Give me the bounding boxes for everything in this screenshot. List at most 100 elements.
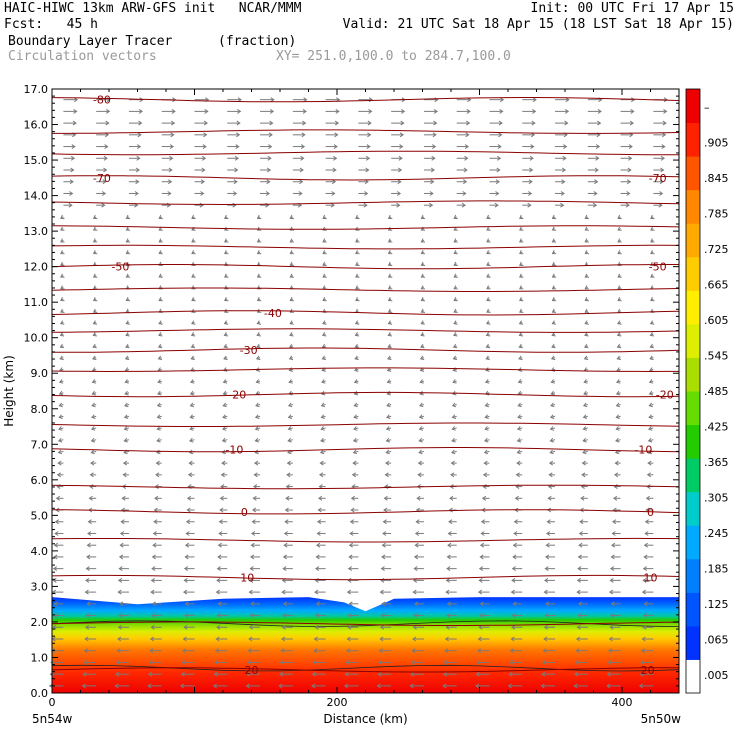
- circulation-vector: [642, 577, 654, 583]
- circulation-vector: [292, 120, 307, 126]
- circulation-vector: [158, 214, 163, 220]
- circulation-vector: [391, 167, 403, 173]
- y-tick-label: 4.0: [31, 545, 49, 558]
- temperature-contour: [51, 667, 679, 673]
- circulation-vector: [423, 155, 436, 161]
- circulation-vector: [120, 519, 129, 525]
- circulation-vector: [612, 495, 621, 501]
- circulation-vector: [549, 426, 556, 431]
- circulation-vector: [582, 449, 588, 455]
- circulation-vector: [616, 332, 622, 337]
- circulation-vector: [256, 214, 262, 220]
- circulation-vector: [314, 566, 326, 572]
- circulation-vector: [157, 355, 163, 361]
- x-tick-label: 400: [612, 696, 633, 709]
- circulation-vector: [417, 472, 424, 478]
- circulation-vector: [119, 601, 129, 607]
- circulation-vector: [581, 460, 588, 466]
- circulation-vector: [555, 120, 569, 126]
- colorbar-label: .905: [704, 136, 729, 149]
- circulation-vector: [253, 472, 261, 478]
- circulation-vector: [161, 108, 176, 114]
- circulation-vector: [314, 624, 326, 630]
- circulation-vector: [451, 402, 457, 408]
- circulation-vector: [254, 426, 261, 431]
- circulation-vector: [96, 108, 111, 114]
- circulation-vector: [249, 613, 261, 618]
- circulation-vector: [60, 226, 65, 231]
- circulation-vector: [387, 250, 393, 255]
- circulation-vector: [640, 648, 654, 654]
- circulation-vector: [489, 132, 503, 138]
- circulation-vector: [551, 285, 557, 290]
- circulation-vector: [452, 343, 458, 349]
- circulation-vector: [282, 613, 293, 618]
- x-left-endpoint-label: 5n54w: [32, 712, 73, 726]
- y-tick-label: 16.0: [24, 119, 49, 132]
- circulation-vector: [420, 285, 426, 290]
- circulation-vector: [53, 542, 64, 548]
- y-tick-label: 14.0: [24, 190, 49, 203]
- circulation-vector: [278, 671, 293, 677]
- circulation-vector: [117, 624, 129, 630]
- circulation-vector: [644, 531, 654, 536]
- circulation-vector: [118, 554, 129, 560]
- circulation-vector: [216, 577, 228, 583]
- circulation-vector: [456, 144, 470, 150]
- temperature-contour: [51, 310, 680, 316]
- circulation-vector: [122, 460, 129, 466]
- circulation-vector: [58, 414, 64, 419]
- circulation-vector: [551, 343, 556, 349]
- circulation-vector: [610, 542, 621, 548]
- circulation-vector: [379, 624, 392, 630]
- tracer-contour: [51, 664, 680, 672]
- circulation-vector: [147, 683, 162, 689]
- circulation-vector: [484, 402, 490, 408]
- circulation-vector: [320, 426, 326, 431]
- circulation-vector: [509, 659, 523, 665]
- circulation-vector: [640, 659, 654, 665]
- circulation-vector: [507, 683, 523, 689]
- circulation-vector: [385, 437, 392, 443]
- circulation-vector: [642, 624, 654, 630]
- circulation-vector: [446, 613, 457, 618]
- colorbar-label: .065: [704, 634, 729, 647]
- circulation-vector: [278, 683, 293, 689]
- circulation-vector: [216, 566, 228, 572]
- circulation-vector: [117, 636, 129, 642]
- circulation-vector: [183, 613, 195, 618]
- circulation-vector: [522, 202, 532, 208]
- temperature-contour: [51, 574, 680, 581]
- circulation-vector: [292, 191, 303, 196]
- circulation-vector: [423, 120, 438, 126]
- circulation-vector: [544, 554, 556, 560]
- circulation-vector: [486, 226, 491, 231]
- circulation-vector: [260, 108, 275, 114]
- circulation-vector: [522, 179, 533, 185]
- circulation-vector: [91, 379, 97, 384]
- circulation-vector: [584, 308, 589, 313]
- circulation-vector: [578, 542, 588, 548]
- circulation-vector: [653, 167, 665, 173]
- circulation-vector: [122, 472, 129, 478]
- circulation-vector: [325, 132, 339, 138]
- x-tick-label: 0: [49, 696, 56, 709]
- circulation-vector: [548, 460, 556, 466]
- circulation-vector: [161, 155, 174, 161]
- circulation-vector: [386, 379, 392, 384]
- circulation-vector: [551, 308, 557, 313]
- circulation-vector: [386, 402, 392, 408]
- circulation-vector: [289, 261, 294, 266]
- circulation-vector: [453, 226, 458, 231]
- circulation-vector: [191, 238, 196, 243]
- circulation-vector: [316, 531, 326, 536]
- circulation-vector: [519, 308, 524, 313]
- circulation-vector: [576, 589, 588, 595]
- circulation-vector: [353, 379, 359, 384]
- circulation-vector: [514, 495, 523, 501]
- circulation-vector: [551, 261, 557, 266]
- circulation-vector: [118, 566, 129, 572]
- circulation-vector: [158, 320, 163, 325]
- circulation-vector: [620, 179, 632, 185]
- circulation-vector: [96, 120, 110, 126]
